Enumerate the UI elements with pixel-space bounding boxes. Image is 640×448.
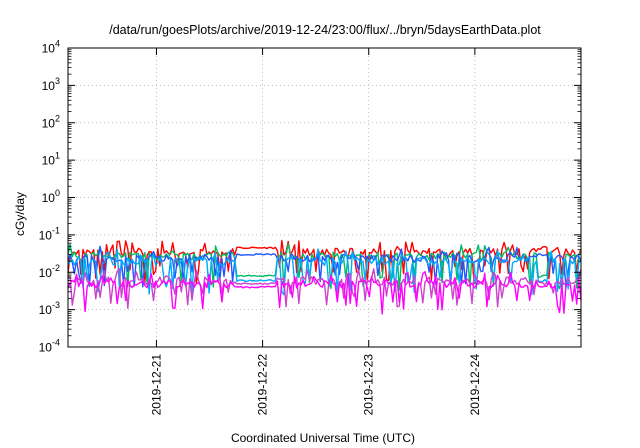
series-layer bbox=[67, 239, 582, 315]
x-tick-label: 2019-12-24 bbox=[468, 354, 482, 416]
y-tick-label: 100 bbox=[42, 188, 60, 205]
y-tick-label: 104 bbox=[42, 39, 60, 56]
y-tick-label: 102 bbox=[42, 113, 60, 130]
y-tick-label: 10-4 bbox=[39, 338, 60, 355]
series-line bbox=[67, 271, 582, 315]
series-line bbox=[68, 268, 582, 309]
y-tick-label: 101 bbox=[42, 151, 60, 168]
x-tick-label: 2019-12-21 bbox=[149, 354, 163, 416]
y-tick-label: 10-2 bbox=[39, 263, 60, 280]
plot-frame bbox=[67, 47, 582, 348]
x-axis-label: Coordinated Universal Time (UTC) bbox=[231, 431, 415, 445]
grid bbox=[68, 48, 581, 347]
y-tick-label: 103 bbox=[42, 76, 60, 93]
x-tick-label: 2019-12-23 bbox=[362, 354, 376, 416]
x-tick-label: 2019-12-22 bbox=[256, 354, 270, 416]
y-axis-label: cGy/day bbox=[13, 192, 27, 236]
chart-title: /data/run/goesPlots/archive/2019-12-24/2… bbox=[109, 23, 541, 37]
ticks: 10-4 10-3 10-2 10-1 100 101 102 103 104 2019-12-2… bbox=[39, 39, 581, 416]
series-line bbox=[67, 248, 582, 296]
series-line bbox=[67, 245, 582, 289]
y-tick-label: 10-3 bbox=[39, 300, 60, 317]
y-tick-label: 10-1 bbox=[39, 225, 60, 242]
